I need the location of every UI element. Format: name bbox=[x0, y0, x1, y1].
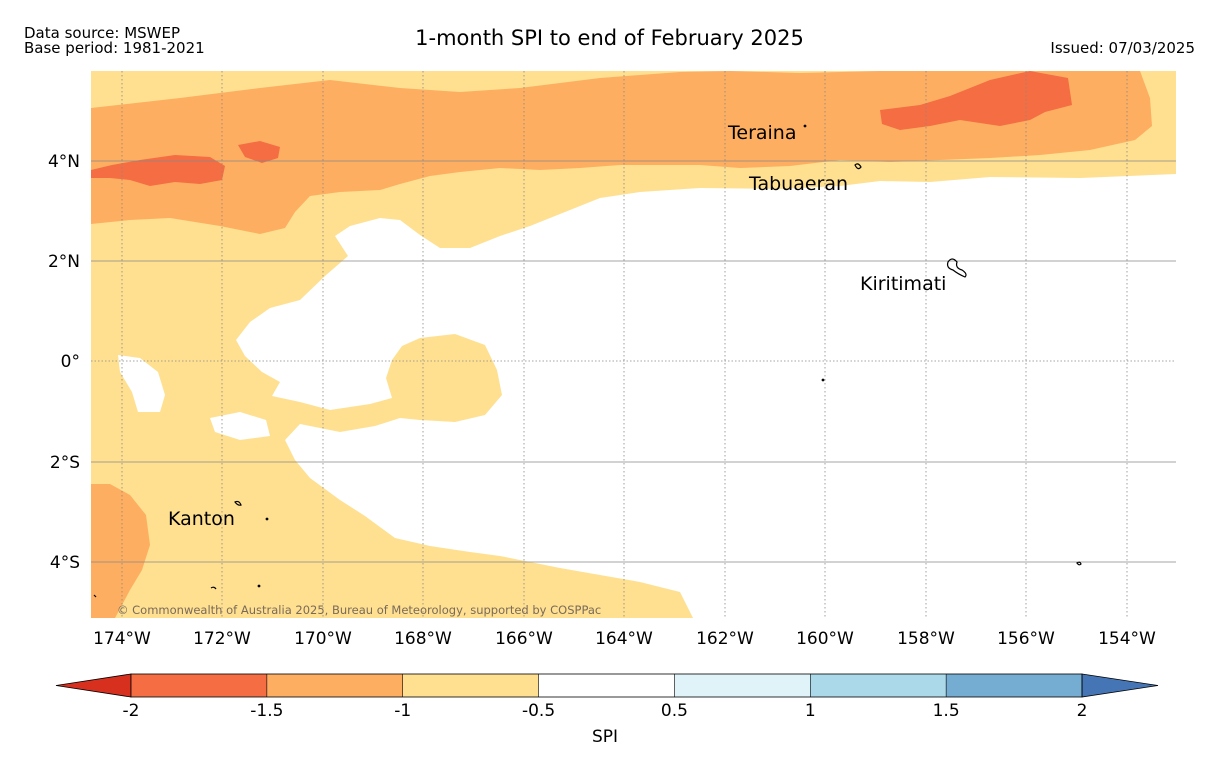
longitude-tick-label: 164°W bbox=[595, 629, 653, 649]
colorbar-tick-label: -0.5 bbox=[522, 701, 555, 721]
colorbar-tick-label: -1 bbox=[394, 701, 411, 721]
small-island-icon bbox=[210, 586, 217, 590]
longitude-tick-label: 158°W bbox=[897, 629, 955, 649]
spi-patch-severe-dry-east bbox=[880, 71, 1072, 130]
colorbar-low-extension bbox=[55, 673, 132, 698]
small-island-icon bbox=[803, 124, 807, 128]
colorbar-segment bbox=[946, 674, 1082, 697]
colorbar-segment bbox=[810, 674, 947, 697]
longitude-tick-label: 166°W bbox=[495, 629, 553, 649]
colorbar-segment bbox=[402, 674, 539, 697]
longitude-tick-label: 154°W bbox=[1098, 629, 1156, 649]
small-island-icon bbox=[821, 378, 825, 382]
colorbar-tick-label: 0.5 bbox=[661, 701, 688, 721]
spi-fill-layer bbox=[91, 71, 1176, 618]
colorbar-tick-label: -2 bbox=[123, 701, 140, 721]
kiritimati-island-icon bbox=[946, 258, 967, 278]
colorbar-label: SPI bbox=[592, 727, 618, 747]
colorbar-high-extension bbox=[1081, 673, 1159, 698]
colorbar-segment bbox=[266, 674, 403, 697]
latitude-tick-label: 4°N bbox=[48, 152, 80, 172]
place-label-kiritimati: Kiritimati bbox=[860, 273, 946, 295]
latitude-tick-label: 2°S bbox=[50, 453, 80, 473]
longitude-tick-label: 170°W bbox=[294, 629, 352, 649]
spi-band-light-dry bbox=[91, 71, 1176, 618]
island-outlines bbox=[93, 124, 1082, 598]
place-label-tabuaeran: Tabuaeran bbox=[748, 173, 848, 195]
base-period-label: Base period: 1981-2021 bbox=[24, 39, 205, 57]
colorbar-tick-label: 2 bbox=[1077, 701, 1088, 721]
data-source-label: Data source: MSWEP bbox=[24, 24, 181, 42]
colorbar-segment bbox=[131, 674, 267, 697]
issued-date-label: Issued: 07/03/2025 bbox=[1050, 39, 1195, 57]
longitude-tick-label: 162°W bbox=[696, 629, 754, 649]
copyright-notice: © Commonwealth of Australia 2025, Bureau… bbox=[117, 603, 601, 617]
latitude-tick-label: 0° bbox=[61, 352, 80, 372]
small-island-icon bbox=[1076, 561, 1082, 566]
small-island-icon bbox=[93, 594, 97, 598]
colorbar-tick-label: 1.5 bbox=[933, 701, 960, 721]
latitude-tick-label: 2°N bbox=[48, 252, 80, 272]
colorbar-tick-label: 1 bbox=[805, 701, 816, 721]
tabuaeran-island-icon bbox=[854, 163, 862, 170]
colorbar-frame bbox=[130, 673, 1083, 698]
longitude-tick-label: 174°W bbox=[93, 629, 151, 649]
latitude-tick-label: 4°S bbox=[50, 553, 80, 573]
longitude-tick-label: 160°W bbox=[796, 629, 854, 649]
longitude-tick-label: 172°W bbox=[193, 629, 251, 649]
place-label-kanton: Kanton bbox=[168, 508, 235, 530]
small-island-icon bbox=[257, 584, 261, 588]
spi-colorbar: -2 -1.5 -1 -0.5 0.5 1 1.5 2 bbox=[55, 673, 1159, 721]
longitude-tick-label: 156°W bbox=[997, 629, 1055, 649]
spi-patch-severe-dry-west bbox=[91, 155, 225, 186]
map-title: 1-month SPI to end of February 2025 bbox=[415, 26, 804, 50]
small-island-icon bbox=[265, 517, 269, 521]
graticule bbox=[91, 71, 1176, 618]
kanton-island-icon bbox=[234, 500, 242, 506]
longitude-axis: 174°W 172°W 170°W 168°W 166°W 164°W 162°W 160°W… bbox=[93, 629, 1156, 649]
colorbar-segment bbox=[674, 674, 811, 697]
colorbar-tick-label: -1.5 bbox=[250, 701, 283, 721]
place-label-teraina: Teraina bbox=[727, 122, 797, 144]
spi-patch-moderate-dry-southwest bbox=[91, 484, 150, 618]
colorbar-segment bbox=[538, 674, 675, 697]
spi-patch-severe-dry-central bbox=[238, 141, 280, 163]
latitude-axis: 4°N 2°N 0° 2°S 4°S bbox=[48, 152, 80, 573]
longitude-tick-label: 168°W bbox=[394, 629, 452, 649]
